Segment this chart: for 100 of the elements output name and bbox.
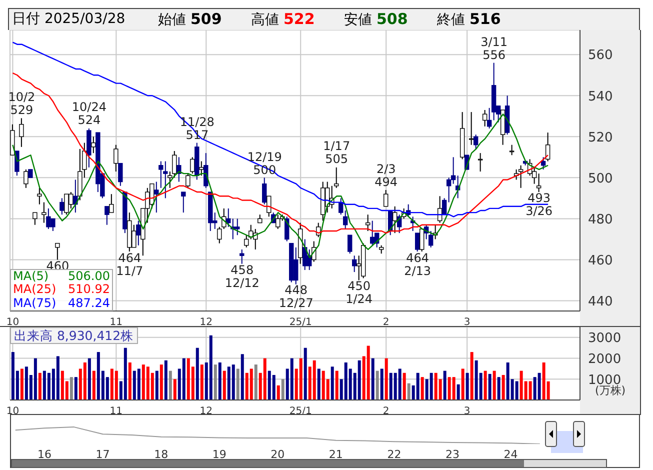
bar [376,370,379,400]
bar [366,346,370,400]
y-tick-label: 460 [588,253,613,268]
text: 始値 509 [158,9,222,30]
bar [470,352,474,400]
bar [173,379,176,400]
bar [420,377,424,400]
candlestick [446,177,452,203]
bar [466,372,469,400]
candlestick [276,214,280,230]
candlestick [109,194,114,214]
candlestick [482,109,488,127]
chart-title: 日付 2025/03/28 [12,10,126,29]
bar [398,368,402,400]
candlestick [118,162,123,186]
bar [254,364,258,400]
bar [502,374,505,400]
bar [371,358,374,400]
candlestick [442,198,447,216]
candlestick [473,134,478,150]
bar [290,358,294,400]
text: 終値 516 [437,9,501,30]
bar [88,358,91,400]
annotation: 448 12/27 [278,283,314,310]
bar [538,372,541,400]
annotation: 2/3 494 [374,162,399,189]
x-tick-label: 12 [200,406,213,418]
bar [515,381,518,400]
x-tick-label: 24 [504,448,518,461]
annotation: 458 12/12 [224,262,260,290]
candlestick [392,206,398,234]
annotation: 1/17 505 [322,139,352,166]
x-tick-label: 11 [110,317,123,328]
x-tick-label: 20 [270,448,285,461]
bar [34,358,37,400]
x-tick-label: 22 [387,448,402,461]
bar [281,379,284,400]
bar [236,368,240,400]
bar [70,377,73,400]
candlestick [176,156,182,182]
bar [299,358,302,400]
bar [497,377,500,400]
candlestick [334,166,339,188]
annotation: 3/11 556 [480,34,509,62]
bar [456,384,460,400]
bar [128,362,132,400]
candlestick [518,164,524,188]
y-tick-label: 480 [588,212,613,228]
candlestick [199,160,204,176]
x-tick-label: 11 [110,406,123,418]
candlestick [32,212,38,226]
bar [304,348,307,400]
candlestick [419,228,424,252]
bar [196,348,199,400]
chart-title: 出来高 8,930,412株 [10,327,138,344]
bar [200,364,204,400]
bar [358,360,361,400]
candlestick [186,173,190,188]
bar [492,370,496,400]
candlestick [343,210,348,230]
y-tick-label: 520 [588,130,613,146]
bar [182,358,186,400]
x-tick-label: 21 [328,448,343,461]
x-tick-label: 10 [6,406,20,418]
bar [137,368,140,400]
candlestick [181,192,186,214]
bar [272,374,276,400]
bar [232,364,235,400]
bar [209,335,212,400]
bar [443,370,446,400]
bar [218,362,222,400]
y-tick-label: 440 [588,294,613,310]
bar [488,374,492,400]
x-tick-label: 19 [212,448,226,461]
candlestick [414,232,420,252]
candlestick [536,173,542,193]
annotation: 10/24 524 [70,100,108,128]
bar [276,385,280,400]
x-tick-label: 2 [382,317,390,328]
bar [155,370,158,400]
bar [528,381,532,400]
y-tick-label: 500 [588,171,613,186]
candlestick [468,112,474,146]
candlestick [509,144,514,156]
candlestick [136,220,141,246]
bar [240,354,244,400]
annotation: 506.00 [68,268,110,283]
x-tick-label: 16 [38,448,52,461]
bar [416,372,420,400]
bar [461,368,464,400]
text: MA(5) [13,268,49,283]
x-tick-label: 25/1 [289,317,312,328]
x-tick-label: 25/1 [289,406,312,418]
bar [335,370,338,400]
y-tick-label: 540 [588,89,613,104]
bar [380,368,384,400]
text: 高値 522 [251,9,315,30]
candlestick [154,181,159,214]
bar [168,370,172,400]
candlestick [104,206,110,226]
